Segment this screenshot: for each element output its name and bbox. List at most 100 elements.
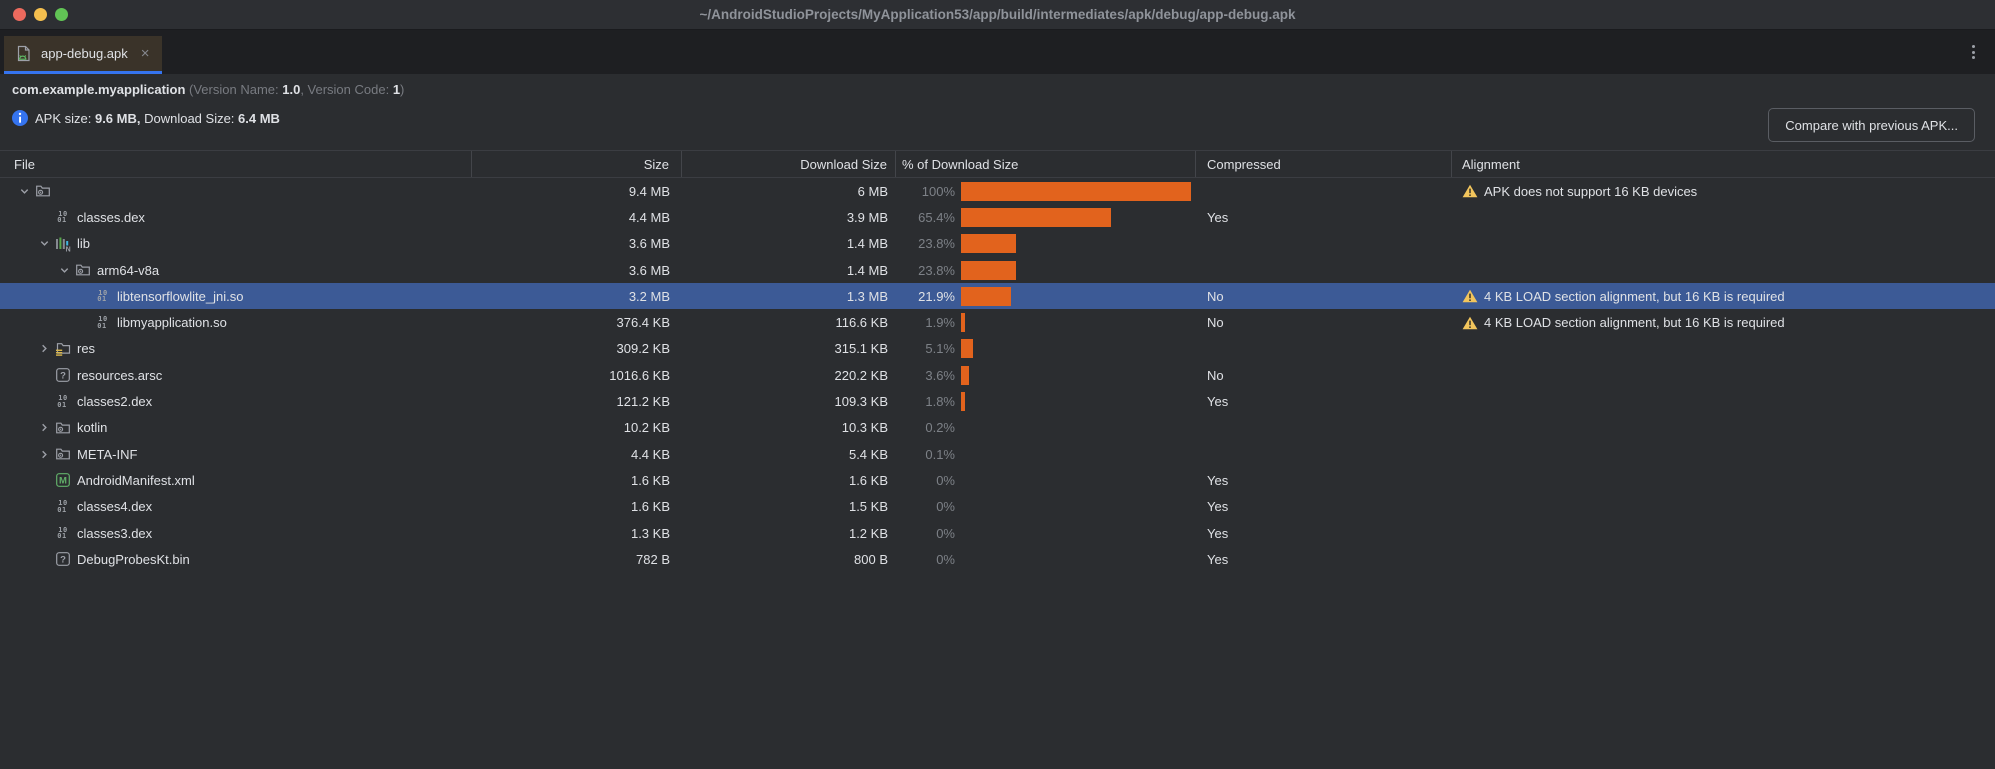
table-row[interactable]: 10 01 classes2.dex 121.2 KB 109.3 KB 1.8% Yes [0, 388, 1995, 414]
download-size-cell: 109.3 KB [834, 394, 889, 410]
percent-cell: 0% [936, 551, 955, 567]
percent-cell: 1.8% [925, 394, 955, 410]
svg-text:?: ? [60, 371, 66, 382]
chevron-down-icon [20, 188, 28, 194]
table-row[interactable]: 10 01 classes3.dex 1.3 KB 1.2 KB 0% Yes [0, 520, 1995, 546]
percent-bar-cell [961, 283, 1196, 309]
file-cell [0, 183, 472, 200]
compare-with-previous-apk-button[interactable]: Compare with previous APK... [1768, 108, 1975, 142]
download-percent-bar [961, 365, 970, 385]
table-row[interactable]: 10 01 classes.dex 4.4 MB 3.9 MB 65.4% Yes [0, 204, 1995, 230]
size-cell: 10.2 KB [623, 420, 670, 436]
res-folder-icon [54, 340, 72, 357]
tree-expand-toggle[interactable] [54, 265, 74, 276]
table-row[interactable]: 10 01 libtensorflowlite_jni.so 3.2 MB 1.3 MB… [0, 283, 1995, 310]
download-size-cell: 10.3 KB [841, 420, 888, 436]
download-size-cell: 1.2 KB [848, 525, 888, 541]
file-cell: 10 01 classes3.dex [0, 525, 472, 542]
percent-bar-cell [961, 415, 1196, 441]
traffic-lights [13, 0, 68, 29]
table-row[interactable]: 9.4 MB 6 MB 100% APK does not support 16 KB… [0, 178, 1995, 204]
download-size-cell: 1.6 KB [848, 472, 888, 488]
percent-bar-cell [961, 231, 1196, 257]
alignment-cell: 4 KB LOAD section alignment, but 16 KB i… [1452, 289, 1995, 304]
file-cell: ? DebugProbesKt.bin [0, 551, 472, 568]
dex-file-icon: 10 01 [97, 315, 108, 330]
file-cell: 10 01 libmyapplication.so [0, 314, 472, 331]
table-row[interactable]: 10 01 classes4.dex 1.6 KB 1.5 KB 0% Yes [0, 494, 1995, 520]
percent-cell: 1.9% [925, 315, 955, 331]
unknown-file-icon: ? [54, 367, 72, 384]
file-name: DebugProbesKt.bin [77, 551, 190, 567]
percent-bar-cell [961, 388, 1196, 414]
compressed-cell: Yes [1207, 525, 1229, 541]
folder-icon [74, 262, 92, 279]
svg-text:N: N [65, 246, 70, 252]
more-options-icon[interactable] [1968, 41, 1979, 63]
download-percent-bar [961, 181, 1191, 201]
file-name: res [77, 341, 96, 357]
compressed-cell: Yes [1207, 472, 1229, 488]
tree-expand-toggle[interactable] [34, 238, 54, 249]
size-cell: 3.6 MB [628, 262, 670, 278]
zoom-window-button[interactable] [55, 8, 68, 21]
file-name: libmyapplication.so [117, 315, 227, 331]
download-size-cell: 1.4 MB [846, 262, 888, 278]
percent-cell: 5.1% [925, 341, 955, 357]
column-header-percent-of-download-size[interactable]: % of Download Size [896, 151, 1196, 177]
tab-close-icon[interactable]: × [140, 45, 150, 62]
percent-cell: 23.8% [918, 262, 955, 278]
percent-bar-cell [961, 467, 1196, 493]
close-window-button[interactable] [13, 8, 26, 21]
alignment-warning-text: APK does not support 16 KB devices [1484, 183, 1698, 199]
file-name: arm64-v8a [97, 262, 160, 278]
tree-expand-toggle[interactable] [34, 449, 54, 460]
tree-expand-toggle[interactable] [34, 343, 54, 354]
percent-cell: 0% [936, 525, 955, 541]
minimize-window-button[interactable] [34, 8, 47, 21]
table-row[interactable]: ? DebugProbesKt.bin 782 B 800 B 0% Yes [0, 546, 1995, 572]
download-size-cell: 1.4 MB [846, 236, 888, 252]
table-row[interactable]: arm64-v8a 3.6 MB 1.4 MB 23.8% [0, 257, 1995, 283]
file-cell: 10 01 classes2.dex [0, 393, 472, 410]
column-header-size[interactable]: Size [472, 151, 682, 177]
percent-cell: 0% [936, 499, 955, 515]
alignment-cell: 4 KB LOAD section alignment, but 16 KB i… [1452, 315, 1995, 330]
size-cell: 121.2 KB [616, 394, 671, 410]
file-cell: META-INF [0, 446, 472, 463]
table-row[interactable]: META-INF 4.4 KB 5.4 KB 0.1% [0, 441, 1995, 467]
tree-expand-toggle[interactable] [14, 186, 34, 197]
percent-bar-cell [961, 257, 1196, 283]
package-name: com.example.myapplication [12, 82, 186, 97]
dex-file-icon: 10 01 [97, 288, 108, 304]
percent-cell: 65.4% [918, 209, 955, 225]
chevron-right-icon [41, 424, 47, 432]
column-header-alignment[interactable]: Alignment [1462, 156, 1520, 172]
percent-cell: 0% [936, 472, 955, 488]
file-cell: kotlin [0, 419, 472, 436]
column-header-download-size[interactable]: Download Size [682, 151, 896, 177]
download-size-cell: 6 MB [857, 183, 888, 199]
compressed-cell: No [1207, 288, 1224, 304]
download-size-cell: 3.9 MB [846, 209, 888, 225]
chevron-right-icon [41, 450, 47, 458]
tab-app-debug-apk[interactable]: app-debug.apk × [4, 36, 162, 74]
size-cell: 4.4 KB [630, 446, 670, 462]
tree-expand-toggle[interactable] [34, 422, 54, 433]
table-row[interactable]: M AndroidManifest.xml 1.6 KB 1.6 KB 0% Yes [0, 467, 1995, 493]
file-name: classes2.dex [77, 394, 153, 410]
manifest-file-icon: M [54, 472, 72, 489]
download-size-value: 6.4 MB [238, 110, 280, 126]
table-row[interactable]: ? resources.arsc 1016.6 KB 220.2 KB 3.6% No [0, 362, 1995, 388]
table-row[interactable]: res 309.2 KB 315.1 KB 5.1% [0, 336, 1995, 362]
column-header-file[interactable]: File [0, 151, 472, 177]
download-size-cell: 800 B [854, 551, 888, 567]
download-percent-bar [961, 392, 966, 412]
file-cell: 10 01 classes.dex [0, 209, 472, 226]
size-cell: 3.6 MB [628, 236, 670, 252]
apk-file-icon [14, 45, 32, 62]
table-row[interactable]: kotlin 10.2 KB 10.3 KB 0.2% [0, 415, 1995, 441]
table-row[interactable]: 10 01 libmyapplication.so 376.4 KB 116.6 KB 1… [0, 309, 1995, 335]
column-header-compressed[interactable]: Compressed [1196, 151, 1452, 177]
